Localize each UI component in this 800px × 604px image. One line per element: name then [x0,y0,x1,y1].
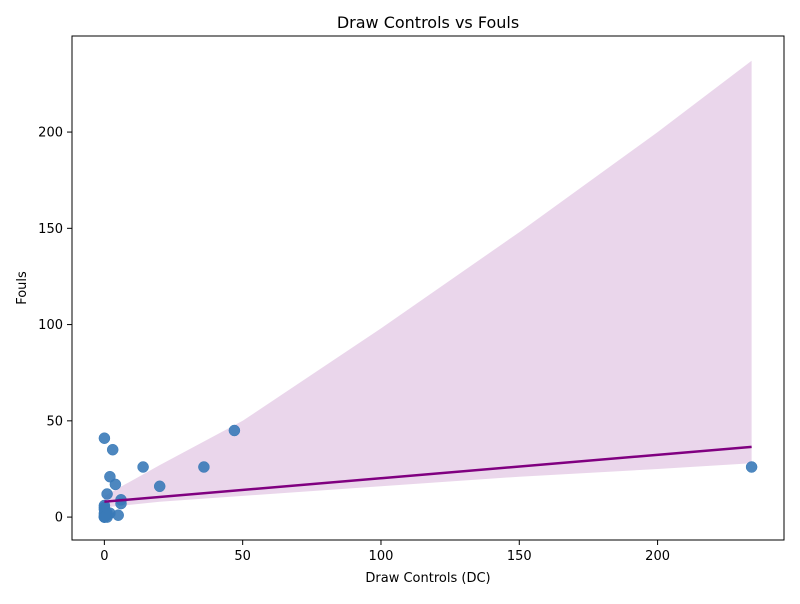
data-point [101,488,113,500]
data-point [198,461,210,473]
confidence-band [104,60,752,508]
data-point [109,478,122,491]
data-point [153,480,166,493]
x-tick-label: 0 [100,549,108,564]
y-axis: 0 50 100 150 200 [38,126,72,526]
regression-line [104,445,752,503]
data-point [112,509,124,521]
x-tick-label: 100 [369,549,394,564]
plot-frame [71,35,785,541]
y-tick-label: 100 [38,318,63,333]
x-tick-label: 150 [507,549,532,564]
y-tick-label: 200 [38,126,63,141]
plot-area [98,60,758,523]
x-tick-label: 50 [234,549,251,564]
data-point [228,424,241,437]
chart-title: Draw Controls vs Fouls [337,13,519,32]
y-tick-label: 150 [38,222,63,237]
y-tick-label: 0 [55,511,63,526]
y-tick-label: 50 [46,414,63,429]
x-axis: 0 50 100 150 200 [100,540,670,564]
x-axis-label: Draw Controls (DC) [365,571,490,586]
y-axis-label: Fouls [15,271,30,305]
x-tick-label: 200 [645,549,670,564]
data-point [137,461,149,473]
data-point [745,461,758,473]
data-point [106,443,119,456]
data-point [101,511,113,523]
data-point [98,432,111,444]
